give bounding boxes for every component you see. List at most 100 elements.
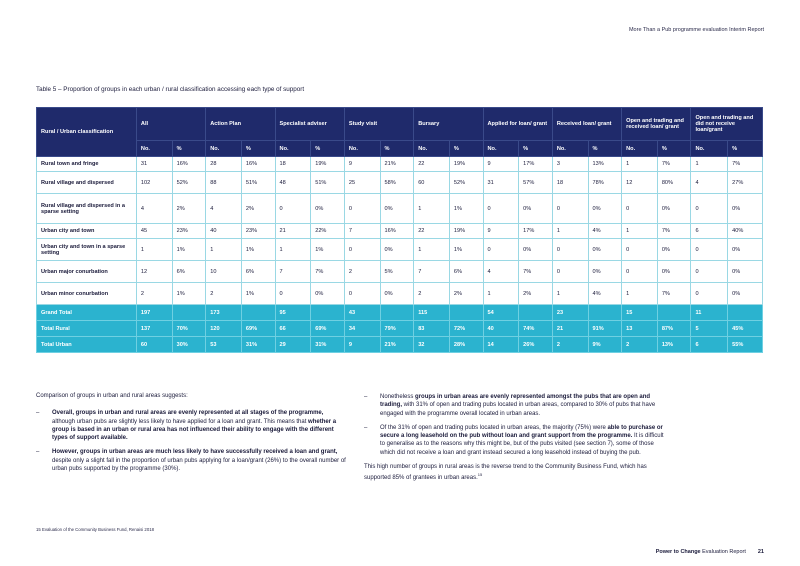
total-cell: 74% [518, 320, 553, 337]
table-cell: 0 [621, 260, 658, 283]
table-cell: 21% [379, 156, 415, 172]
footer-brand: Power to Change [655, 549, 701, 555]
subheader-no: No. [621, 140, 658, 157]
total-cell: 60 [135, 336, 173, 353]
subheader-pct: % [587, 140, 623, 157]
table-cell: 31 [135, 156, 173, 172]
table-cell: 4% [587, 282, 623, 305]
total-cell: 83 [413, 320, 450, 337]
subheader-no: No. [551, 140, 589, 157]
table-cell: 7 [413, 260, 450, 283]
intro-text: Comparison of groups in urban and rural … [36, 393, 188, 399]
table-cell: 0% [587, 238, 623, 261]
total-label: Total Rural [36, 320, 137, 337]
bullet-bold: However, groups in urban areas are much … [52, 449, 338, 456]
table-cell: 16% [171, 156, 207, 172]
table-cell: 0% [587, 260, 623, 283]
subheader-no: No. [482, 140, 520, 157]
total-row: Total Urban 60 30% 53 31% 29 31% 9 21% 32 28% 14 26%… [36, 336, 763, 353]
table-cell: 1 [274, 238, 312, 261]
subheader-pct: % [379, 140, 415, 157]
group-header: Open and trading and did not receive loa… [690, 107, 763, 141]
table-cell: 23% [171, 223, 207, 239]
table-cell: 1% [448, 193, 484, 224]
group-header: Action Plan [205, 107, 276, 141]
total-cell: 28% [448, 336, 484, 353]
table-cell: 7% [656, 156, 692, 172]
table-cell: 12 [135, 260, 173, 283]
total-cell: 69% [240, 320, 276, 337]
table-row: Urban city and town in a sparse setting 1… [36, 238, 763, 261]
table-cell: 9 [343, 156, 381, 172]
total-cell: 15 [621, 304, 658, 321]
total-cell: 70% [171, 320, 207, 337]
table-cell: 2 [413, 282, 450, 305]
bullet-dash: – [364, 424, 368, 431]
table-row: Urban major conurbation 12 6% 10 6% 7 7% 2 5% 7 6%… [36, 260, 763, 283]
group-header: All [135, 107, 207, 141]
table-cell: 0 [274, 193, 312, 224]
total-cell: 13% [656, 336, 692, 353]
table-cell: 31 [482, 171, 520, 194]
table-cell: 51% [240, 171, 276, 194]
bullet-dash: – [364, 394, 368, 400]
table-cell: 48 [274, 171, 312, 194]
table-cell: 0% [310, 282, 345, 305]
table-cell: 0 [690, 282, 729, 305]
table-cell: 0 [690, 260, 729, 283]
table-cell: 0 [343, 238, 381, 261]
bullet-text: Nonetheless groups in urban areas are ev… [380, 393, 664, 418]
table-cell: 16% [379, 223, 415, 239]
footer-label: Power to Change Evaluation Report [656, 549, 746, 555]
bullet-bold: whether a group is based in an urban or … [52, 418, 337, 442]
group-header: Specialist adviser [274, 107, 345, 141]
total-cell [379, 304, 415, 321]
subheader-no: No. [690, 140, 729, 157]
bullet-dash: – [36, 410, 40, 417]
table-row: Rural town and fringe 31 16% 28 16% 18 19% 9 21%… [36, 156, 763, 172]
table-cell: 2% [518, 282, 553, 305]
total-cell: 26% [518, 336, 553, 353]
page-footer: Power to Change Evaluation Report 21 [656, 549, 764, 555]
table-cell: 18 [551, 171, 589, 194]
table-cell: 2 [343, 260, 381, 283]
table-cell: 40% [727, 223, 763, 239]
table-cell: 0% [727, 260, 763, 283]
footnote: 15 Evaluation of the Community Business … [36, 527, 154, 532]
table-cell: 0 [551, 260, 589, 283]
table-cell: 17% [518, 223, 553, 239]
table-cell: 12 [621, 171, 658, 194]
total-cell: 55% [727, 336, 763, 353]
table-cell: 0% [518, 238, 553, 261]
total-cell: 2 [551, 336, 589, 353]
table-cell: 0 [343, 193, 381, 224]
total-cell: 11 [690, 304, 729, 321]
row-label: Rural village and dispersed [36, 171, 137, 194]
table-cell: 13% [587, 156, 623, 172]
total-cell: 5 [690, 320, 729, 337]
table-cell: 19% [310, 156, 345, 172]
table-header-row: Rural / Urban classification All Action P… [36, 107, 763, 157]
table-cell: 0 [274, 282, 312, 305]
total-cell: 14 [482, 336, 520, 353]
table-cell: 1% [240, 238, 276, 261]
table-cell: 1% [171, 282, 207, 305]
table-cell: 2% [171, 193, 207, 224]
bullet-plain: Of the 31% of open and trading pubs loca… [380, 424, 608, 431]
running-title: More Than a Pub programme evaluation Int… [628, 27, 764, 33]
table-cell: 5% [379, 260, 415, 283]
total-cell: 43 [343, 304, 381, 321]
total-cell [587, 304, 623, 321]
table-cell: 1 [205, 238, 242, 261]
table-cell: 0 [621, 238, 658, 261]
total-cell: 173 [205, 304, 242, 321]
table-cell: 1 [482, 282, 520, 305]
table-cell: 9 [482, 156, 520, 172]
row-label: Urban major conurbation [36, 260, 137, 283]
table-cell: 2 [135, 282, 173, 305]
table-cell: 4% [587, 223, 623, 239]
table-cell: 1 [621, 282, 658, 305]
total-cell: 32 [413, 336, 450, 353]
table-cell: 0% [310, 193, 345, 224]
table-cell: 1% [171, 238, 207, 261]
